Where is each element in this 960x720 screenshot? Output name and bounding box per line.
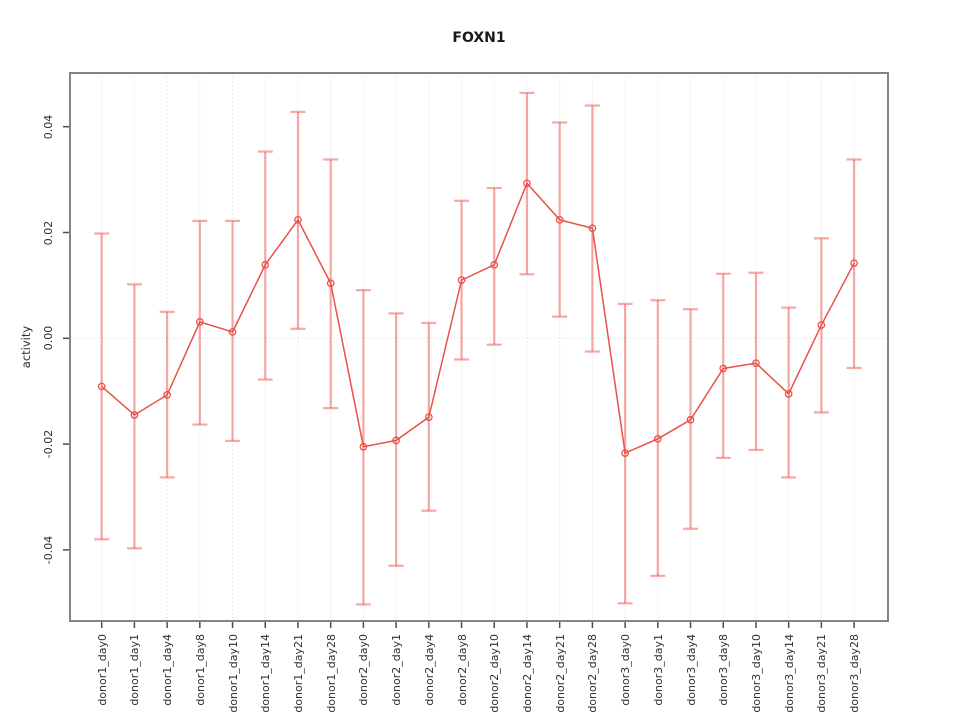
data-point [326,279,335,288]
data-point [686,415,695,424]
x-tick-label: donor3_day28 [848,634,862,713]
x-tick-label: donor1_day14 [259,634,273,713]
data-point [228,328,237,336]
x-tick-label: donor3_day14 [782,634,796,713]
x-tick-label: donor2_day10 [488,634,502,713]
y-tick-label: -0.04 [42,535,55,565]
x-tick-label: donor3_day21 [815,634,829,713]
x-tick-label: donor3_day10 [749,634,763,713]
x-tick-label: donor1_day10 [226,634,240,713]
data-line [101,181,855,455]
y-tick-label: 0.04 [42,114,55,139]
data-point [359,442,368,451]
data-point [294,215,302,224]
data-point [588,224,597,233]
x-tick-label: donor2_day8 [455,634,469,706]
data-point [457,276,466,284]
x-tick-label: donor3_day1 [651,634,665,706]
data-point [261,260,270,269]
x-tick-label: donor1_day4 [161,634,175,706]
data-point [653,434,662,443]
x-tick-label: donor1_day8 [193,634,207,706]
x-tick-label: donor2_day28 [586,634,600,713]
x-tick-label: donor1_day0 [95,634,109,706]
data-point [850,259,858,268]
data-point [195,318,204,326]
y-tick-label: -0.02 [42,429,55,459]
x-tick-label: donor2_day4 [422,634,436,706]
data-point [555,215,564,224]
data-point [392,436,400,445]
data-point [752,359,760,368]
data-point [163,391,171,399]
plot-border [69,72,889,622]
data-point [97,382,106,391]
data-point [490,260,499,269]
data-point [817,321,826,329]
x-tick-label: donor3_day4 [684,634,698,706]
x-tick-label: donor1_day21 [291,634,305,713]
data-point [621,449,629,457]
x-tick-label: donor2_day21 [553,634,567,713]
x-tick-label: donor2_day0 [357,634,371,706]
data-point [719,364,728,373]
y-tick-label: 0.00 [42,326,55,351]
data-point [523,179,531,188]
x-tick-label: donor2_day1 [390,634,404,706]
x-tick-label: donor1_day28 [324,634,338,713]
y-tick-label: 0.02 [42,220,55,245]
x-tick-label: donor1_day1 [128,634,142,706]
data-point [130,411,139,419]
data-point [424,413,433,421]
x-tick-label: donor3_day0 [619,634,633,706]
chart-title: FOXN1 [452,30,506,46]
x-tick-label: donor3_day8 [717,634,731,706]
data-point [784,389,793,398]
x-tick-label: donor2_day14 [520,634,534,713]
